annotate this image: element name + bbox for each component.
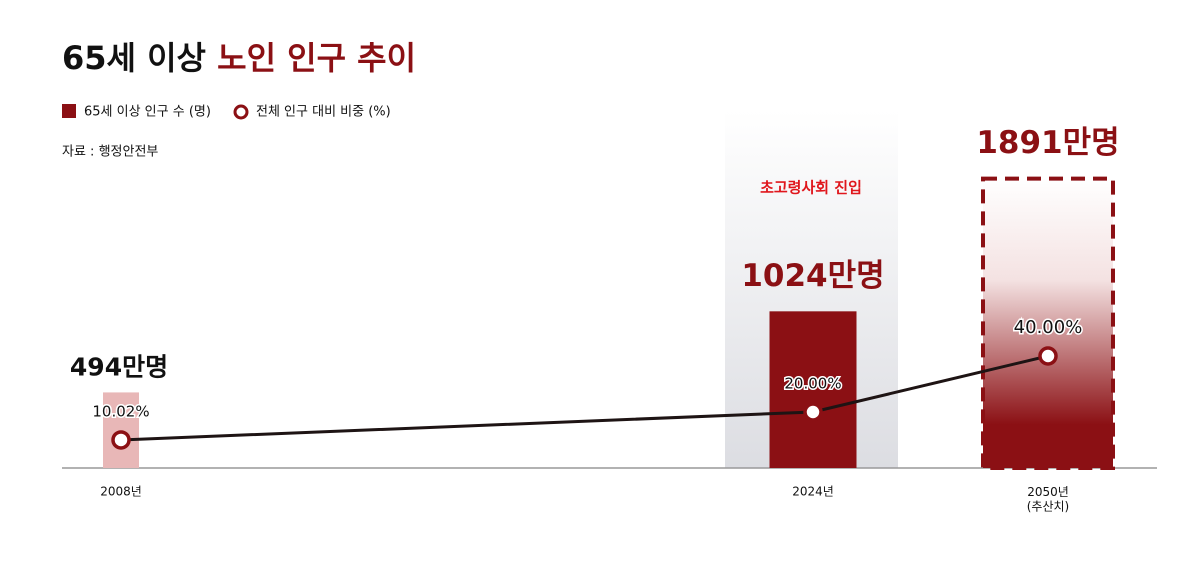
x-tick-label: 2024년 — [792, 485, 834, 499]
legend-label: 전체 인구 대비 비중 (%) — [256, 105, 391, 120]
title-plain: 65세 이상 — [62, 39, 206, 77]
x-tick-label: 2008년 — [100, 485, 142, 499]
legend-swatch — [62, 104, 76, 118]
legend-swatch — [233, 104, 249, 120]
title-highlight: 노인 인구 추이 — [217, 39, 416, 77]
line-value-label: 10.02% — [92, 402, 149, 420]
bar — [981, 176, 1115, 470]
chart-title: 65세 이상 노인 인구 추이 — [62, 39, 416, 77]
x-tick-label: 2050년 (추산치) — [1027, 485, 1069, 513]
line-value-label: 20.00% — [784, 375, 841, 393]
line-marker — [803, 402, 823, 422]
line-value-label: 40.00% — [1014, 317, 1083, 338]
bar-value-label: 1024만명 — [741, 258, 884, 294]
source: 자료 : 행정안전부 — [62, 144, 158, 160]
annotation: 초고령사회 진입 — [760, 179, 862, 197]
line — [120, 354, 1049, 442]
legend-label: 65세 이상 인구 수 (명) — [84, 105, 211, 120]
line-marker — [1038, 346, 1058, 366]
bar — [769, 311, 857, 468]
line-marker — [111, 430, 131, 450]
bar-value-label: 494만명 — [70, 352, 168, 381]
bar-value-label: 1891만명 — [976, 125, 1119, 161]
